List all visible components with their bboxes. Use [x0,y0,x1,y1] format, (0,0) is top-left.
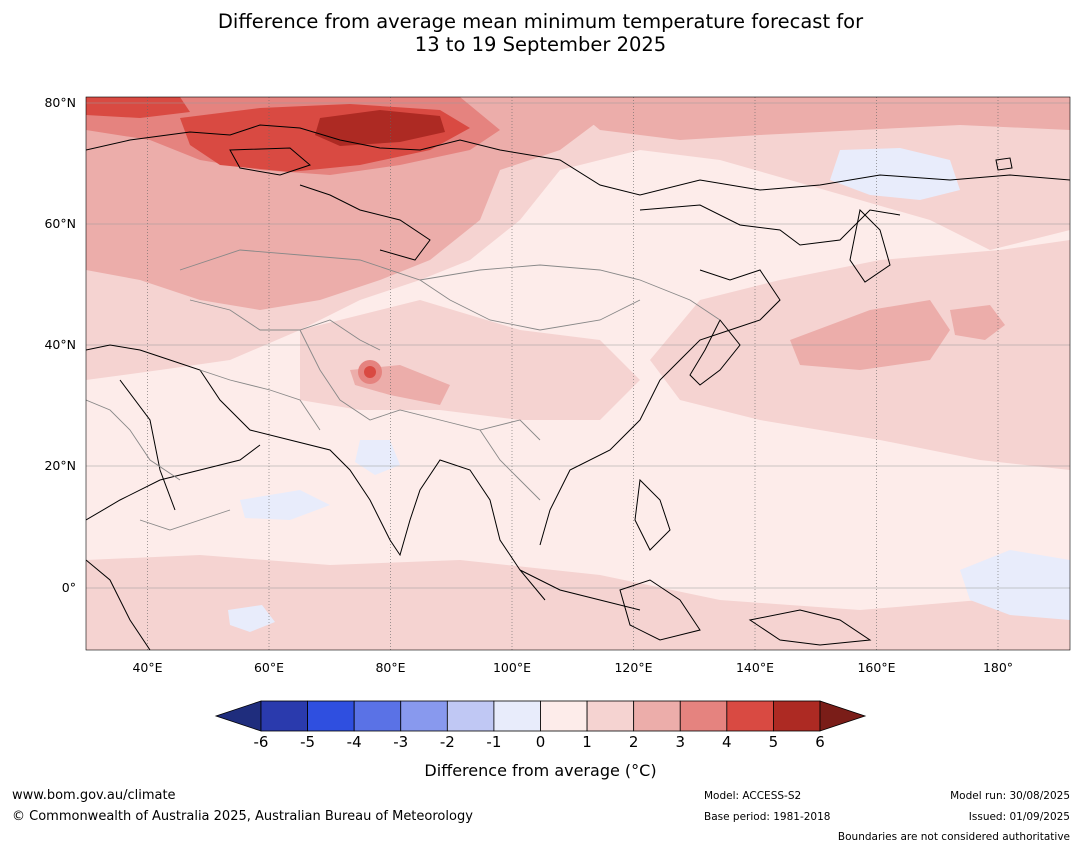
website-link[interactable]: www.bom.gov.au/climate [12,788,176,803]
colorbar-segment [307,700,355,732]
colorbar-tick-label: 0 [535,733,546,751]
colorbar-tick-label: -5 [300,733,316,751]
map-frame [85,96,1071,651]
lon-label-160e: 160°E [857,660,896,675]
colorbar-segment [540,700,588,732]
lon-label-140e: 140°E [735,660,774,675]
anomaly-band-1-2-south [86,555,1070,650]
lon-label-60e: 60°E [253,660,285,675]
colorbar-segment [633,700,681,732]
colorbar-extend-low [214,700,262,732]
cool-patch-equator-east [960,550,1070,620]
cool-patch-indian-ocean [240,490,330,520]
colorbar-segment [446,700,495,732]
colorbar-tick-label: -6 [253,733,269,751]
colorbar-title: Difference from average (°C) [424,761,657,780]
title-line-2: 13 to 19 September 2025 [414,33,667,56]
colorbar-tick-label: -4 [346,733,362,751]
model-run-text: Model run: 30/08/2025 [950,790,1070,802]
coastlines [86,124,1070,650]
colorbar-segment [726,700,774,732]
colorbar-segment [586,700,635,732]
model-text: Model: ACCESS-S2 [704,790,802,802]
copyright-text: © Commonwealth of Australia 2025, Austra… [12,809,473,824]
anomaly-band-2-3-pacific [790,300,950,370]
colorbar-segment [353,700,402,732]
colorbar-segment [679,700,728,732]
anomaly-band-2-3-arctic-east [560,97,1070,140]
temperature-field [86,97,1070,650]
lon-label-120e: 120°E [614,660,653,675]
colorbar-tick-label: 3 [675,733,686,751]
boundaries-note: Boundaries are not considered authoritat… [837,831,1070,843]
lat-label-60n: 60°N [44,216,76,231]
lon-label-100e: 100°E [492,660,531,675]
issued-text: Issued: 01/09/2025 [968,811,1070,823]
lon-label-80e: 80°E [375,660,406,675]
lat-label-20n: 20°N [44,458,76,473]
colorbar-tick-label: 4 [722,733,732,751]
lat-label-0: 0° [61,580,76,595]
lon-label-180: 180° [982,660,1014,675]
cool-patch-east-siberia [830,148,960,200]
anomaly-band-4-5-arctic-west [86,97,190,118]
graticule [147,97,999,650]
colorbar-tick-label: -2 [439,733,455,751]
colorbar-tick-label: 5 [768,733,779,751]
colorbar-tick-label: 6 [815,733,825,751]
lon-label-40e: 40°E [132,660,163,675]
colorbar-segment [400,700,448,732]
base-period-text: Base period: 1981-2018 [704,811,831,823]
colorbar-segment [493,700,541,732]
anomaly-band-5-6-arctic [315,110,445,146]
colorbar-tick-label: 2 [628,733,639,751]
cool-patch-equator-west [228,605,275,632]
colorbar-segment [260,700,308,732]
lat-label-40n: 40°N [44,337,76,352]
colorbar-tick-label: -3 [393,733,409,751]
forecast-map [85,96,1071,651]
country-borders [86,249,721,531]
lat-label-80n: 80°N [44,95,76,110]
title-line-1: Difference from average mean minimum tem… [217,10,864,33]
colorbar-tick-label: 1 [582,733,592,751]
anomaly-band-2-3-pacific-east [950,305,1005,340]
latitude-lines [86,102,1070,589]
colorbar-segment [773,700,821,732]
chart-title: Difference from average mean minimum tem… [0,10,1081,56]
colorbar-extend-high [819,700,867,732]
colorbar-tick-label: -1 [486,733,502,751]
